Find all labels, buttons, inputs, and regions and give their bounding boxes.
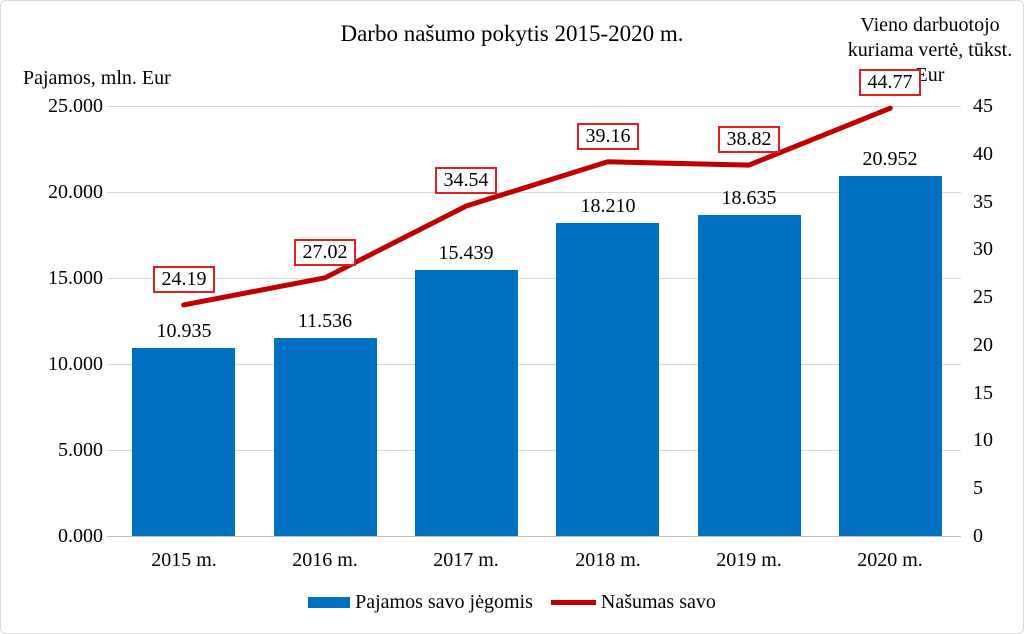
- x-axis-line: [107, 536, 961, 537]
- left-axis-tick-label: 5.000: [58, 439, 103, 461]
- right-axis-tick-label: 0: [973, 525, 983, 547]
- bar-series-swatch-icon: [308, 597, 351, 608]
- legend-label-productivity: Našumas savo: [600, 591, 716, 613]
- bar-2016m: [274, 338, 377, 536]
- right-axis-tick-label: 40: [973, 143, 993, 165]
- left-axis-tick-label: 25.000: [48, 95, 103, 117]
- left-axis-tick-label: 10.000: [48, 353, 103, 375]
- gridline: [107, 364, 961, 365]
- bar-data-label: 10.935: [156, 320, 212, 342]
- x-axis-label: 2019 m.: [716, 549, 782, 571]
- line-data-label: 27.02: [294, 239, 356, 266]
- gridline: [107, 192, 961, 193]
- bar-data-label: 18.635: [721, 187, 777, 209]
- gridline: [107, 450, 961, 451]
- right-axis-title-line-2: kuriama vertė, tūkst.: [847, 39, 1013, 61]
- legend-item-productivity: Našumas savo: [550, 591, 716, 614]
- left-axis-tick-label: 20.000: [48, 181, 103, 203]
- right-axis-title-line-1: Vieno darbuotojo: [860, 14, 1000, 36]
- bar-2017m: [415, 270, 518, 536]
- x-axis-label: 2018 m.: [575, 549, 641, 571]
- x-axis-label: 2020 m.: [857, 549, 923, 571]
- legend-label-revenue: Pajamos savo jėgomis: [355, 591, 533, 613]
- gridline: [107, 106, 961, 107]
- line-data-label: 24.19: [153, 266, 215, 293]
- chart-title: Darbo našumo pokytis 2015-2020 m.: [340, 21, 684, 46]
- line-data-label: 39.16: [577, 123, 639, 150]
- right-axis-tick-label: 45: [973, 95, 993, 117]
- right-axis-tick-label: 35: [973, 191, 993, 213]
- bar-2020m: [839, 176, 942, 536]
- bar-data-label: 20.952: [862, 148, 918, 170]
- left-axis-tick-label: 0.000: [58, 525, 103, 547]
- bar-data-label: 15.439: [438, 242, 494, 264]
- line-data-label: 34.54: [435, 167, 497, 194]
- line-data-label: 44.77: [859, 69, 921, 96]
- bar-data-label: 18.210: [580, 195, 636, 217]
- x-axis-label: 2015 m.: [151, 549, 217, 571]
- left-axis-tick-label: 15.000: [48, 267, 103, 289]
- right-axis-tick-label: 30: [973, 238, 993, 260]
- bar-data-label: 11.536: [297, 310, 353, 332]
- bar-2019m: [698, 215, 801, 536]
- x-axis-label: 2016 m.: [292, 549, 358, 571]
- gridline: [107, 278, 961, 279]
- bar-2018m: [556, 223, 659, 536]
- right-axis-title-line-3: Eur: [915, 64, 945, 86]
- x-axis-label: 2017 m.: [433, 549, 499, 571]
- right-axis-tick-label: 5: [973, 477, 983, 499]
- right-axis-tick-label: 15: [973, 382, 993, 404]
- right-axis-tick-label: 25: [973, 286, 993, 308]
- bar-2015m: [132, 348, 235, 536]
- line-series-swatch-icon: [550, 600, 596, 605]
- right-axis-title: Vieno darbuotojo kuriama vertė, tūkst. E…: [834, 13, 1023, 88]
- line-data-label: 38.82: [718, 126, 780, 153]
- right-axis-tick-label: 20: [973, 334, 993, 356]
- right-axis-tick-label: 10: [973, 429, 993, 451]
- legend-item-revenue: Pajamos savo jėgomis: [308, 591, 533, 614]
- legend: Pajamos savo jėgomis Našumas savo: [1, 591, 1023, 614]
- left-axis-title: Pajamos, mln. Eur: [23, 67, 171, 89]
